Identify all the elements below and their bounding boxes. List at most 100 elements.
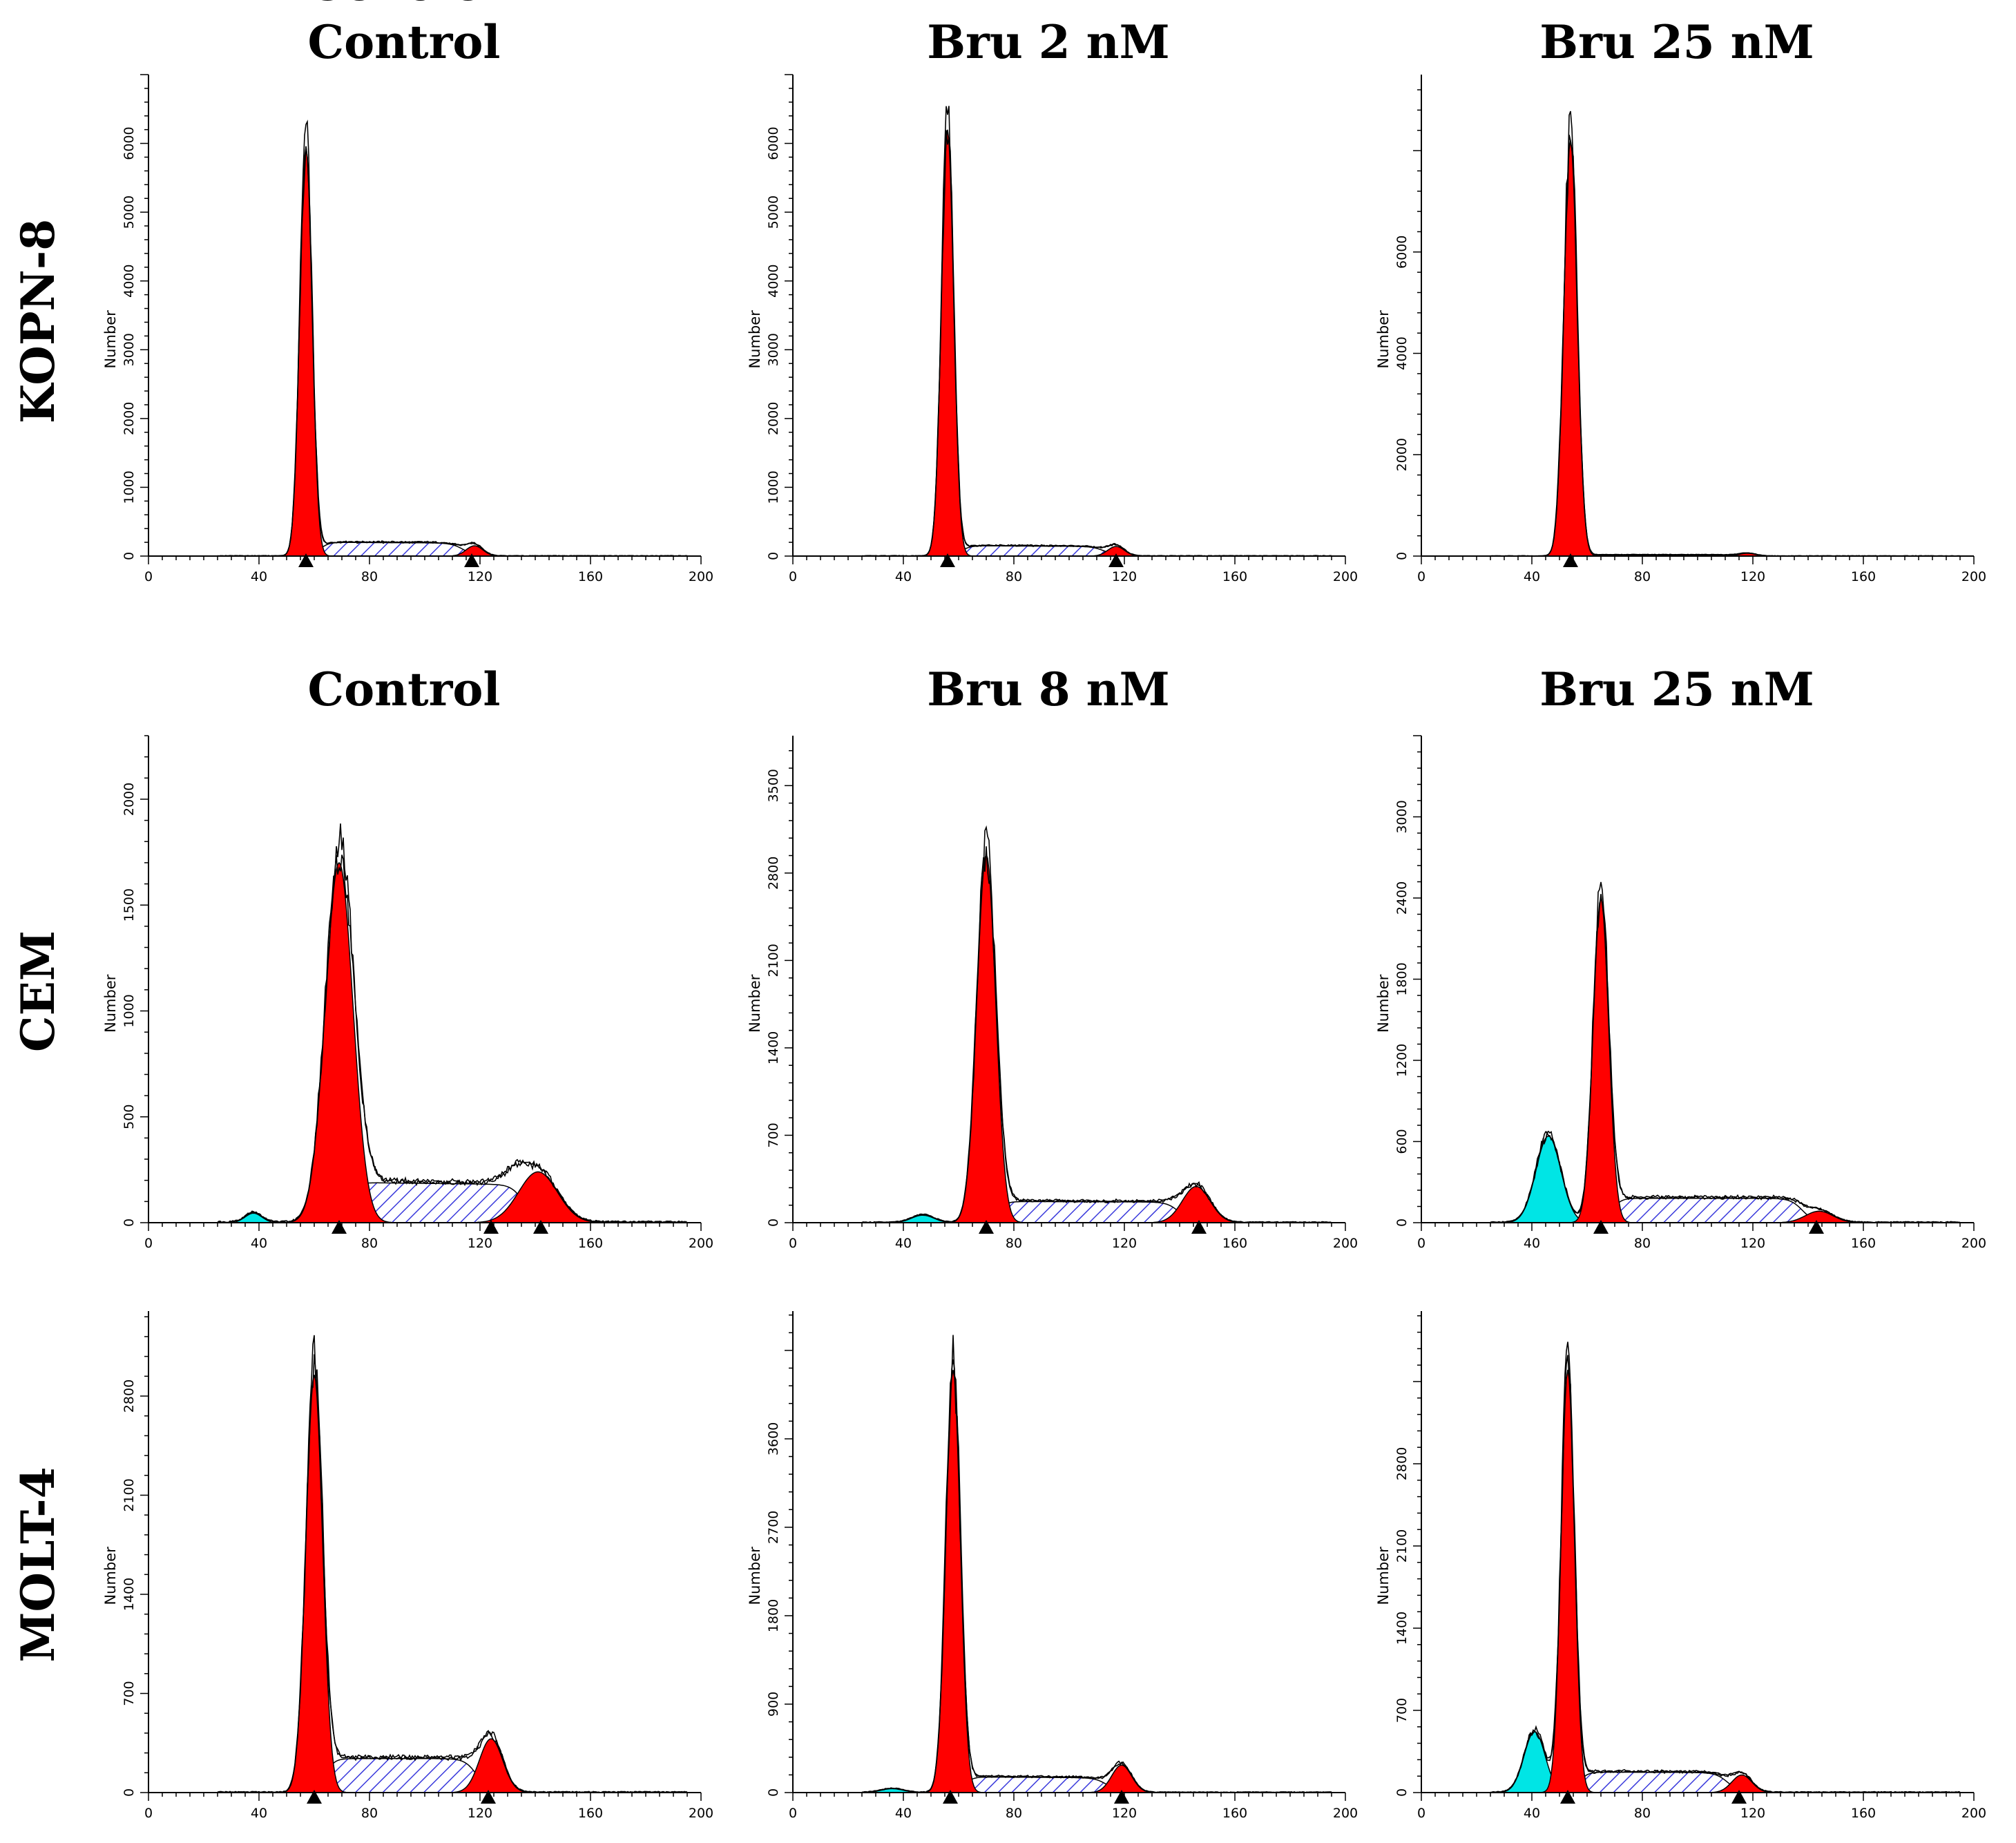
panel-9-x-tick-label: 0: [1417, 1806, 1425, 1821]
panel-8-g1-peak: [917, 1370, 989, 1793]
panel-5-y-tick-label: 3500: [766, 769, 781, 802]
row-label-cem: CEM: [11, 930, 65, 1052]
panel-3-x-tick-label: 0: [1417, 569, 1425, 584]
panel-4-histogram-trace: [217, 854, 687, 1223]
panel-2-x-tick-label: 160: [1222, 569, 1247, 584]
panel-8-x-tick-label: 40: [895, 1806, 912, 1821]
panel-1-y-tick-label: 3000: [122, 333, 137, 366]
panel-3-ylabel: Number: [1375, 310, 1392, 369]
panel-7-x-tick-label: 160: [578, 1806, 603, 1821]
panel-9-x-tick-label: 120: [1740, 1806, 1765, 1821]
panel-1-x-tick-label: 120: [468, 569, 492, 584]
panel-1-y-tick-label: 4000: [122, 265, 137, 298]
panel-4-x-tick-label: 80: [361, 1236, 378, 1251]
panel-8-y-tick-label: 2700: [766, 1511, 781, 1544]
panel-6-title: Bru 25 nM: [1539, 662, 1814, 716]
panel-2-x-tick-label: 200: [1333, 569, 1358, 584]
panel-5-x-tick-label: 80: [1006, 1236, 1022, 1251]
panel-7-histogram-trace: [217, 1335, 687, 1793]
panel-3-y-tick-label: 6000: [1394, 236, 1410, 269]
panel-9-y-tick-label: 2800: [1394, 1447, 1410, 1480]
panel-2-histogram-trace: [861, 106, 1332, 557]
panel-9-y-tick-label: 2100: [1394, 1529, 1410, 1563]
panel-1-peak-marker: [298, 553, 314, 567]
panel-1-y-tick-label: 5000: [122, 195, 137, 229]
panel-4-x-tick-label: 160: [578, 1236, 603, 1251]
panel-8-histogram-trace: [861, 1335, 1332, 1793]
panel-2-x-tick-label: 40: [895, 569, 912, 584]
panel-4-y-tick-label: 1500: [122, 888, 137, 922]
panel-7-x-tick-label: 120: [468, 1806, 492, 1821]
panel-5-y-tick-label: 2800: [766, 857, 781, 890]
panel-6-g1-peak: [1562, 896, 1640, 1223]
panel-1-x-tick-label: 200: [689, 569, 713, 584]
panel-7-y-tick-label: 0: [122, 1788, 137, 1797]
panel-5-y-tick-label: 700: [766, 1123, 781, 1147]
panel-5-ylabel: Number: [747, 974, 763, 1033]
panel-1-peak-marker: [464, 553, 479, 567]
panel-9-y-tick-label: 700: [1394, 1698, 1410, 1723]
panel-2-y-tick-label: 3000: [766, 333, 781, 366]
panel-3-g1-peak: [1537, 140, 1604, 557]
panel-7-y-tick-label: 2100: [122, 1478, 137, 1511]
panel-8-y-tick-label: 1800: [766, 1599, 781, 1632]
panel-9: Number 0 40 80 120 160 200 0 700 1400 2100 2800: [1375, 1311, 1986, 1821]
panel-6-y-tick-label: 0: [1394, 1219, 1410, 1227]
panel-9-peak-marker: [1731, 1790, 1747, 1804]
panel-6-y-tick-label: 3000: [1394, 800, 1410, 833]
panel-6-x-tick-label: 40: [1524, 1236, 1540, 1251]
panel-3-title: Bru 25 nM: [1539, 15, 1814, 69]
panel-8-y-tick-label: 3600: [766, 1422, 781, 1455]
panel-8-x-tick-label: 160: [1222, 1806, 1247, 1821]
panel-2-peak-marker: [1108, 553, 1124, 567]
panel-5-x-tick-label: 0: [789, 1236, 797, 1251]
panel-2-x-tick-label: 120: [1112, 569, 1137, 584]
panel-2-ylabel: Number: [747, 310, 763, 369]
panel-4-histogram-trace: [217, 823, 688, 1223]
panel-5-x-tick-label: 160: [1222, 1236, 1247, 1251]
panel-4-peak-marker: [483, 1220, 499, 1234]
panel-7-x-tick-label: 200: [689, 1806, 713, 1821]
panel-4-x-tick-label: 0: [144, 1236, 153, 1251]
panel-7-ylabel: Number: [102, 1547, 119, 1605]
panel-8-peak-marker: [1114, 1790, 1129, 1804]
row-label-kopn8: KOPN-8: [11, 219, 65, 423]
panel-2-x-tick-label: 80: [1006, 569, 1022, 584]
panel-6: Bru 25 nM Number 0 40 80 120 160 200 0 600 1200 180…: [1375, 662, 1986, 1251]
panel-2-x-tick-label: 0: [789, 569, 797, 584]
panel-5-x-tick-label: 200: [1333, 1236, 1358, 1251]
panel-4-x-tick-label: 40: [251, 1236, 267, 1251]
panel-3-x-tick-label: 200: [1961, 569, 1986, 584]
panel-1-y-tick-label: 0: [122, 552, 137, 560]
panel-4-g1-peak: [270, 861, 408, 1223]
panel-5-y-tick-label: 2100: [766, 944, 781, 977]
panel-8: Number 0 40 80 120 160 200 0 900 1800 2700 3600: [747, 1311, 1358, 1821]
panel-5-peak-marker: [1191, 1220, 1207, 1234]
panel-7-histogram-trace: [217, 1354, 688, 1793]
panel-5-peak-marker: [979, 1220, 994, 1234]
panel-8-peak-marker: [943, 1790, 958, 1804]
panel-6-x-tick-label: 80: [1634, 1236, 1651, 1251]
panel-2-y-tick-label: 1000: [766, 470, 781, 504]
panel-9-y-tick-label: 1400: [1394, 1612, 1410, 1645]
panel-3-peak-marker: [1563, 553, 1578, 567]
panel-4-ylabel: Number: [102, 974, 119, 1033]
panel-3-y-tick-label: 4000: [1394, 336, 1410, 370]
panel-6-y-tick-label: 1200: [1394, 1044, 1410, 1077]
panel-7-x-tick-label: 0: [144, 1806, 153, 1821]
panel-1-histogram-trace: [218, 120, 688, 557]
panel-6-x-tick-label: 0: [1417, 1236, 1425, 1251]
panel-6-x-tick-label: 160: [1851, 1236, 1876, 1251]
panel-5-g1-peak: [939, 852, 1033, 1223]
panel-3-x-tick-label: 80: [1634, 569, 1651, 584]
panel-4-x-tick-label: 120: [468, 1236, 492, 1251]
panel-4-y-tick-label: 0: [122, 1219, 137, 1227]
panel-7-s-phase: [303, 1758, 506, 1793]
panel-5-x-tick-label: 40: [895, 1236, 912, 1251]
panel-5-histogram-trace: [861, 846, 1332, 1223]
panel-4-title: Control: [308, 662, 501, 716]
